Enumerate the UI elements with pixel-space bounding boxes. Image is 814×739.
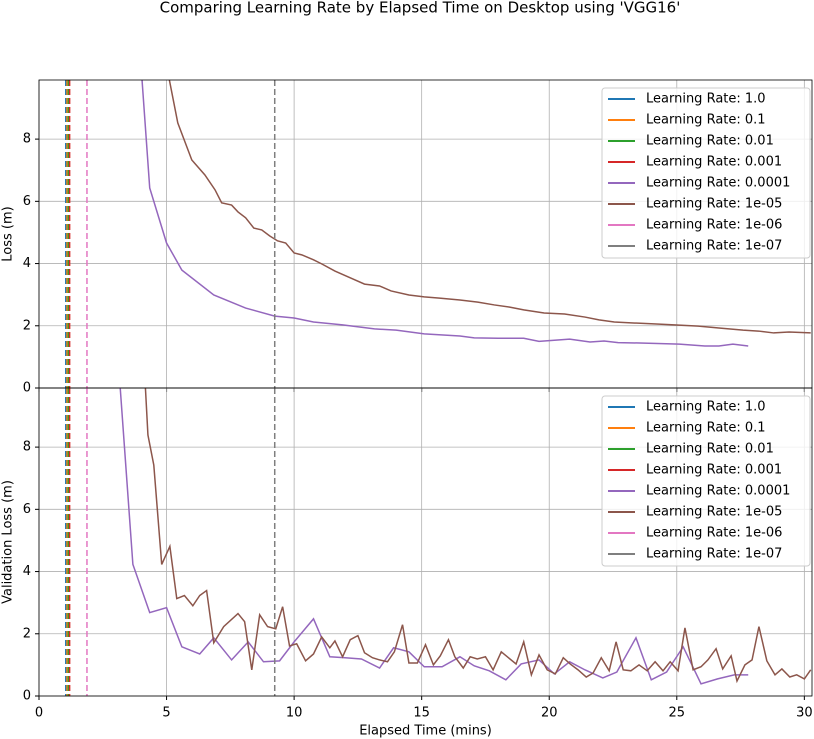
y-tick-label: 2 [23, 318, 31, 333]
legend-label: Learning Rate: 0.01 [646, 134, 774, 149]
x-tick-label: 10 [286, 706, 303, 721]
y-tick-label: 4 [23, 256, 31, 271]
series-line [141, 80, 749, 347]
legend-label: Learning Rate: 0.01 [646, 442, 774, 457]
legend-label: Learning Rate: 1e-05 [646, 505, 782, 520]
legend-label: Learning Rate: 0.1 [646, 113, 766, 128]
series-line [119, 388, 749, 685]
y-tick-label: 6 [23, 194, 31, 209]
series-line [168, 80, 811, 334]
figure-title: Comparing Learning Rate by Elapsed Time … [160, 0, 681, 17]
legend-label: Learning Rate: 1e-07 [646, 239, 782, 254]
legend-box [601, 395, 811, 567]
legend-label: Learning Rate: 0.001 [646, 155, 782, 170]
y-tick-label: 0 [23, 381, 31, 396]
x-tick-label: 25 [669, 706, 686, 721]
legend-label: Learning Rate: 0.001 [646, 463, 782, 478]
y-tick-label: 2 [23, 626, 31, 641]
legend-box [601, 87, 811, 259]
plot-area [65, 388, 812, 696]
legend-label: Learning Rate: 1e-06 [646, 218, 782, 233]
x-tick-label: 0 [35, 706, 43, 721]
x-tick-label: 30 [796, 706, 813, 721]
y-axis-label: Validation Loss (m) [1, 480, 16, 604]
x-tick-label: 15 [413, 706, 430, 721]
legend-label: Learning Rate: 0.0001 [646, 176, 790, 191]
x-tick-label: 5 [162, 706, 170, 721]
y-tick-label: 6 [23, 502, 31, 517]
y-tick-label: 4 [23, 564, 31, 579]
y-tick-label: 8 [23, 132, 31, 147]
legend-label: Learning Rate: 1.0 [646, 92, 766, 107]
legend-label: Learning Rate: 1.0 [646, 400, 766, 415]
y-tick-label: 8 [23, 440, 31, 455]
legend-label: Learning Rate: 1e-05 [646, 197, 782, 212]
legend-label: Learning Rate: 1e-06 [646, 526, 782, 541]
plot-area [65, 80, 811, 388]
legend-label: Learning Rate: 1e-07 [646, 547, 782, 562]
y-axis-label: Loss (m) [1, 206, 16, 261]
y-tick-label: 0 [23, 689, 31, 704]
legend-label: Learning Rate: 0.0001 [646, 484, 790, 499]
x-tick-label: 20 [541, 706, 558, 721]
series-line [144, 388, 812, 684]
plot-frame [38, 387, 813, 697]
legend-label: Learning Rate: 0.1 [646, 421, 766, 436]
x-axis-label: Elapsed Time (mins) [359, 724, 492, 739]
